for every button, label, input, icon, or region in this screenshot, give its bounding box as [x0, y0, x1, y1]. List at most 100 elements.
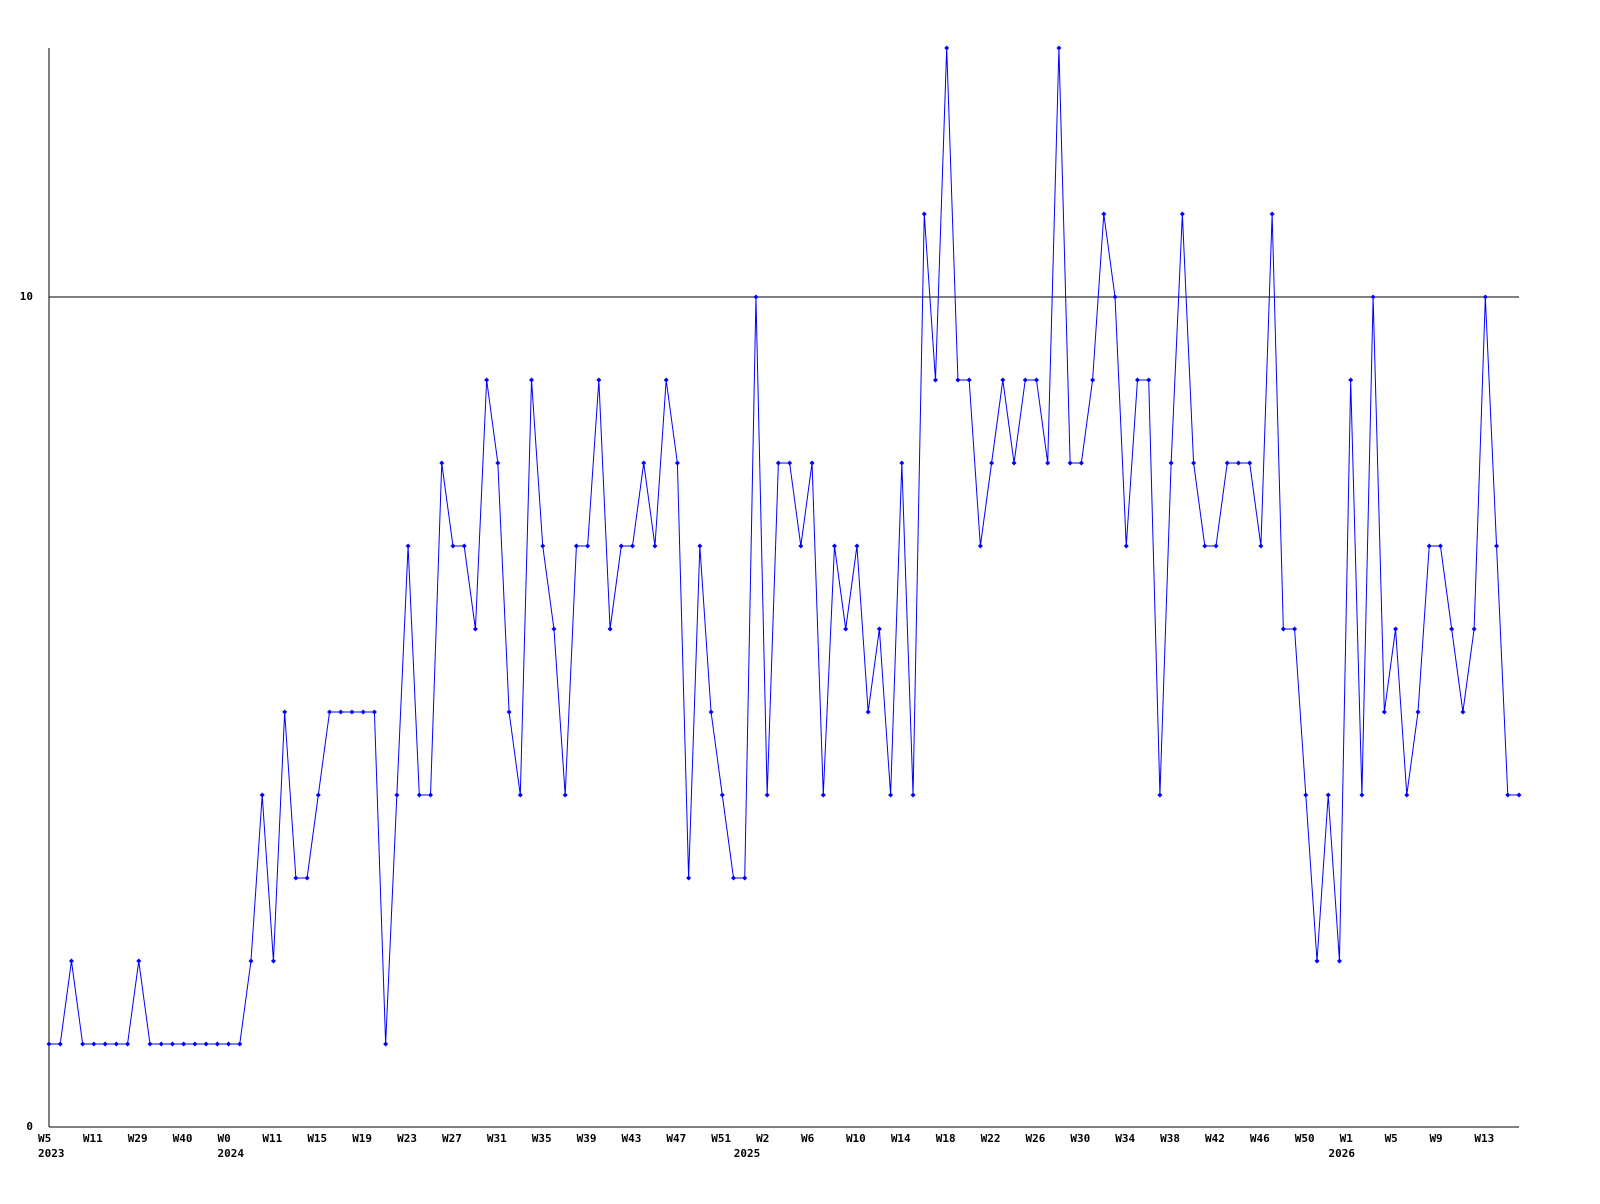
point-marker [1033, 377, 1039, 383]
x-tick-label: W27 [442, 1132, 462, 1145]
x-tick-label: W13 [1474, 1132, 1494, 1145]
point-marker [753, 294, 759, 300]
point-marker [1516, 792, 1522, 798]
point-marker [495, 460, 501, 466]
point-marker [618, 543, 624, 549]
point-marker [472, 626, 478, 632]
point-marker [1280, 626, 1286, 632]
year-label: 2026 [1328, 1147, 1355, 1160]
point-marker [888, 792, 894, 798]
point-marker [764, 792, 770, 798]
point-marker [551, 626, 557, 632]
x-tick-label: W35 [532, 1132, 552, 1145]
point-marker [944, 45, 950, 51]
point-marker [181, 1041, 187, 1047]
point-marker [46, 1041, 52, 1047]
point-marker [1134, 377, 1140, 383]
point-marker [1258, 543, 1264, 549]
point-marker [68, 958, 74, 964]
x-tick-label: W23 [397, 1132, 417, 1145]
point-marker [630, 543, 636, 549]
point-marker [989, 460, 995, 466]
point-marker [573, 543, 579, 549]
point-marker [405, 543, 411, 549]
x-tick-label: W31 [487, 1132, 507, 1145]
point-marker [731, 875, 737, 881]
x-tick-label: W18 [936, 1132, 956, 1145]
point-marker [1336, 958, 1342, 964]
point-marker [91, 1041, 97, 1047]
point-marker [719, 792, 725, 798]
x-tick-label: W11 [262, 1132, 282, 1145]
point-marker [1314, 958, 1320, 964]
x-tick-label: W6 [801, 1132, 815, 1145]
point-marker [1067, 460, 1073, 466]
point-marker [899, 460, 905, 466]
point-marker [562, 792, 568, 798]
point-marker [1045, 460, 1051, 466]
point-marker [1179, 211, 1185, 217]
point-marker [529, 377, 535, 383]
point-marker [1292, 626, 1298, 632]
point-marker [203, 1041, 209, 1047]
point-marker [248, 958, 254, 964]
point-marker [293, 875, 299, 881]
point-marker [787, 460, 793, 466]
point-marker [1000, 377, 1006, 383]
point-marker [1224, 460, 1230, 466]
point-marker [371, 709, 377, 715]
point-marker [484, 377, 490, 383]
point-marker [798, 543, 804, 549]
point-marker [125, 1041, 131, 1047]
x-tick-label: W50 [1295, 1132, 1315, 1145]
point-marker [843, 626, 849, 632]
x-tick-label: W5 [1385, 1132, 1398, 1145]
point-marker [1202, 543, 1208, 549]
point-marker [1056, 45, 1062, 51]
x-tick-label: W26 [1025, 1132, 1045, 1145]
point-marker [1449, 626, 1455, 632]
point-marker [932, 377, 938, 383]
point-marker [910, 792, 916, 798]
point-marker [775, 460, 781, 466]
point-marker [383, 1041, 389, 1047]
point-marker [831, 543, 837, 549]
point-marker [1325, 792, 1331, 798]
point-marker [663, 377, 669, 383]
x-tick-label: W34 [1115, 1132, 1135, 1145]
point-marker [1494, 543, 1500, 549]
point-marker [282, 709, 288, 715]
point-marker [540, 543, 546, 549]
point-marker [1269, 211, 1275, 217]
point-marker [1348, 377, 1354, 383]
year-label: 2023 [38, 1147, 65, 1160]
x-tick-label: W14 [891, 1132, 911, 1145]
point-marker [1168, 460, 1174, 466]
point-marker [237, 1041, 243, 1047]
x-tick-label: W0 [218, 1132, 231, 1145]
point-marker [147, 1041, 153, 1047]
point-marker [921, 211, 927, 217]
point-marker [259, 792, 265, 798]
point-marker [1303, 792, 1309, 798]
point-marker [214, 1041, 220, 1047]
x-tick-label: W40 [173, 1132, 193, 1145]
x-tick-label: W19 [352, 1132, 372, 1145]
point-marker [596, 377, 602, 383]
point-marker [977, 543, 983, 549]
point-marker [1247, 460, 1253, 466]
series-line [49, 47, 1519, 1045]
point-marker [1191, 460, 1197, 466]
point-marker [1415, 709, 1421, 715]
point-marker [1235, 460, 1241, 466]
point-marker [1011, 460, 1017, 466]
point-marker [304, 875, 310, 881]
point-marker [57, 1041, 63, 1047]
x-tick-label: W39 [577, 1132, 597, 1145]
point-marker [461, 543, 467, 549]
x-tick-label: W51 [711, 1132, 731, 1145]
x-tick-label: W29 [128, 1132, 148, 1145]
point-marker [1460, 709, 1466, 715]
